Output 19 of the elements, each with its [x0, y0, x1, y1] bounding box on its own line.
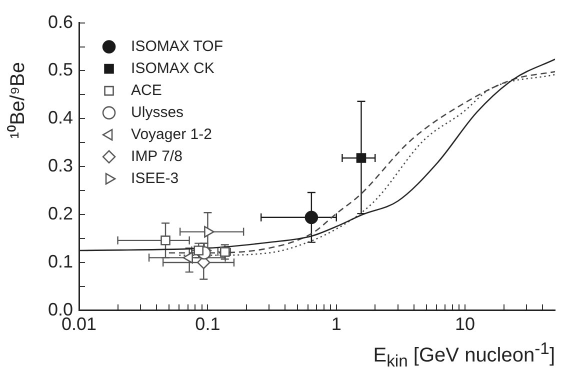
y-tick-label: 0.4 [48, 108, 74, 128]
legend-label: Voyager 1-2 [131, 126, 212, 143]
x-axis-title: E$_{kin}$ [GeV nucleon$^{-1}$] [373, 339, 555, 372]
y-axis-title: ¹⁰Be/⁹Be [6, 62, 30, 139]
legend-label: IMP 7/8 [131, 148, 182, 165]
legend-label: ISOMAX CK [131, 60, 214, 77]
y-tick-label: 0.6 [48, 12, 74, 32]
y-tick-label: 0.1 [48, 251, 74, 272]
y-tick-label: 0.3 [48, 156, 74, 176]
y-tick-label: 0.2 [48, 204, 74, 224]
legend-label: ISEE-3 [131, 170, 179, 187]
x-tick-label: 1 [331, 314, 342, 334]
legend-label: ISOMAX TOF [131, 38, 223, 55]
legend-label: Ulysses [131, 104, 184, 121]
legend-label: ACE [131, 82, 162, 99]
x-tick-label: 10 [455, 314, 476, 334]
x-tick-label: 0.1 [195, 314, 220, 334]
y-tick-label: 0.5 [48, 60, 74, 80]
x-tick-label: 0.01 [62, 314, 97, 334]
